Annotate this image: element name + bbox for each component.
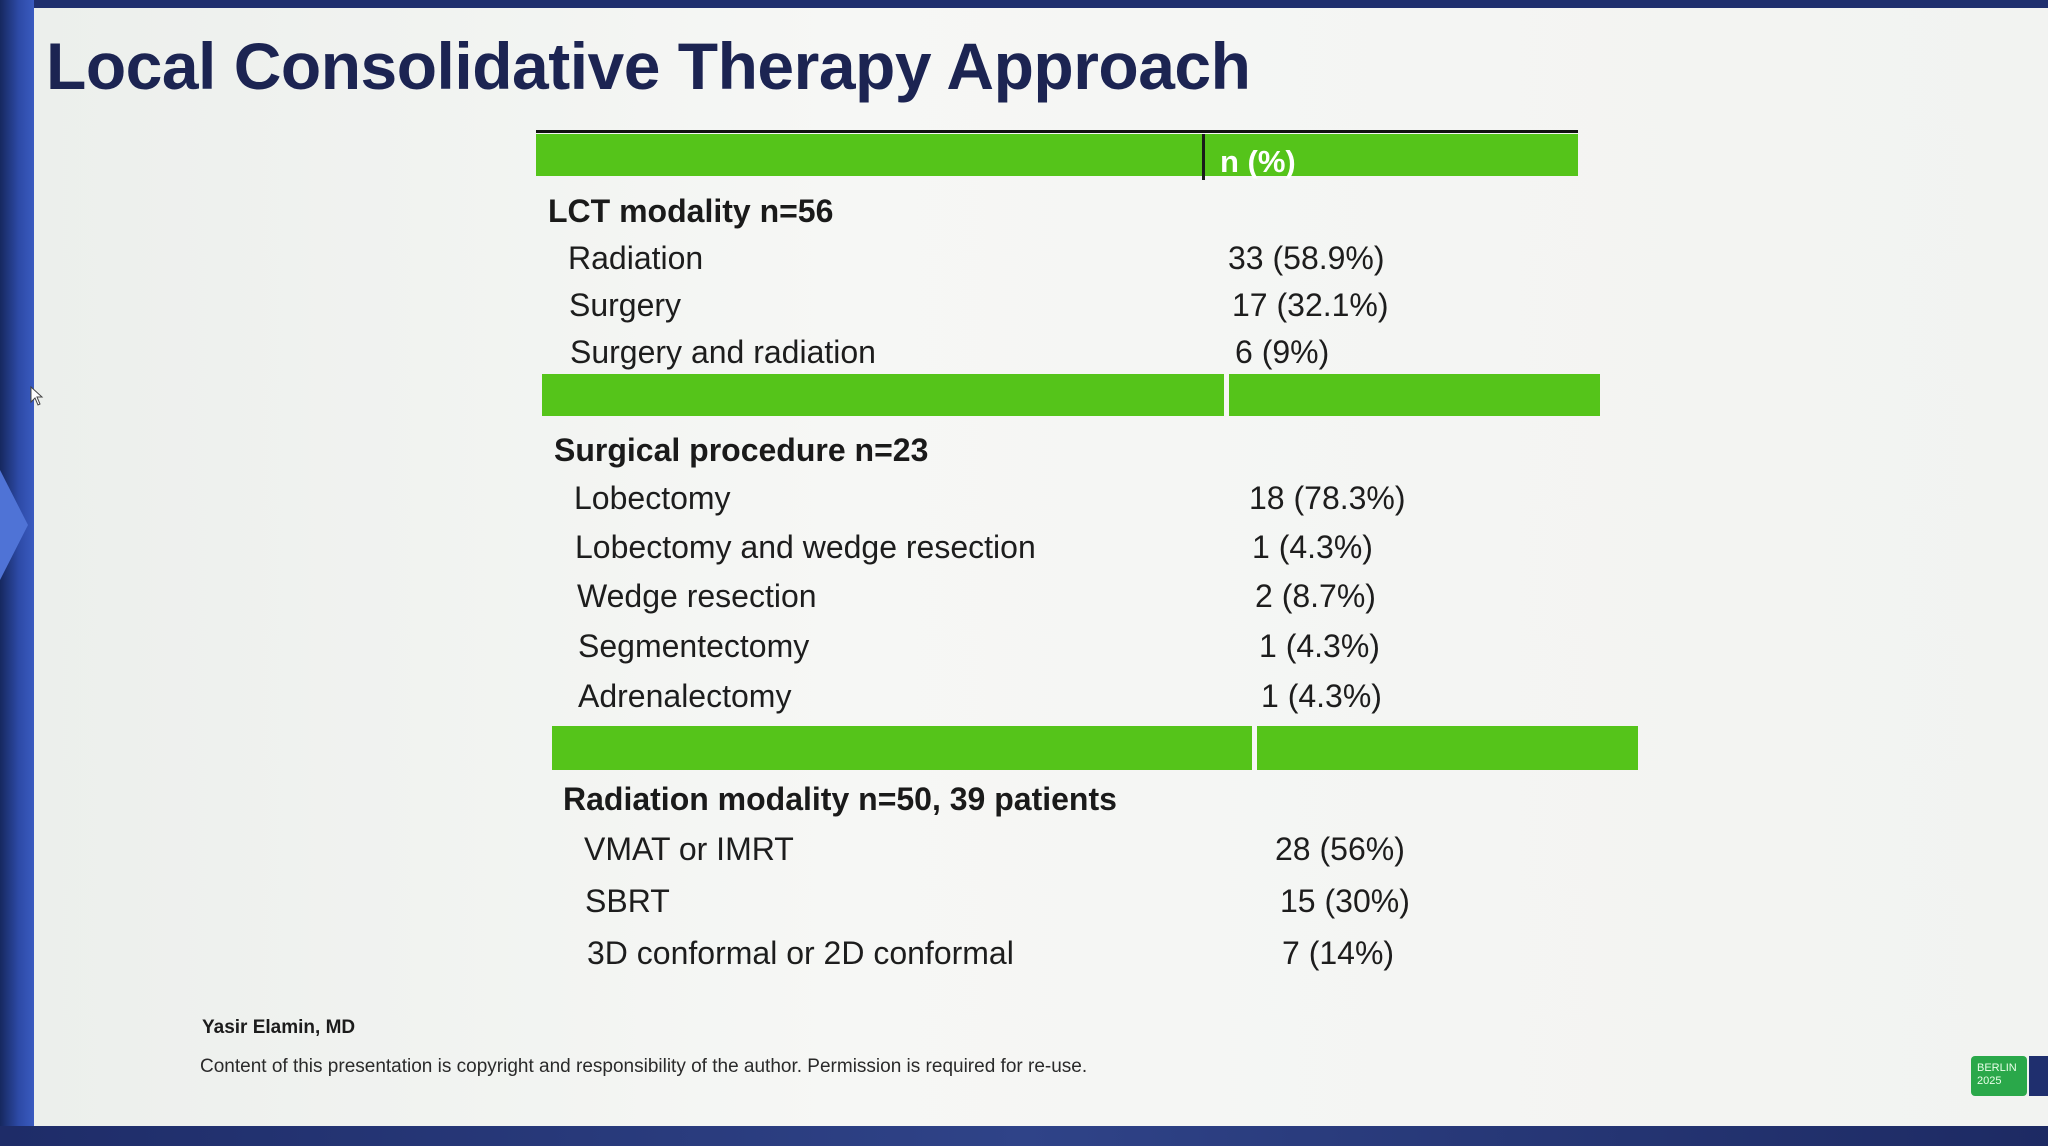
table-header-bar [536, 134, 1578, 176]
header-n-percent: n (%) [1220, 144, 1296, 179]
border-arrow-decoration [0, 470, 28, 580]
section-title-surgical-procedure: Surgical procedure n=23 [554, 432, 929, 468]
row-label: Adrenalectomy [578, 678, 792, 714]
slide-title: Local Consolidative Therapy Approach [46, 29, 1251, 103]
separator-column-gap [1252, 726, 1257, 770]
row-value: 1 (4.3%) [1261, 678, 1382, 714]
row-label: Lobectomy and wedge resection [575, 529, 1036, 565]
row-value: 17 (32.1%) [1232, 287, 1389, 323]
copyright-notice: Content of this presentation is copyrigh… [200, 1056, 1088, 1077]
row-value: 33 (58.9%) [1228, 240, 1385, 276]
row-value: 7 (14%) [1282, 935, 1395, 971]
row-label: Radiation [568, 240, 704, 276]
presentation-slide: Local Consolidative Therapy Approach n (… [30, 8, 2048, 1126]
section-separator-bar [542, 374, 1600, 416]
row-label: Wedge resection [577, 578, 817, 614]
row-label: VMAT or IMRT [584, 831, 794, 867]
section-title-lct-modality: LCT modality n=56 [548, 193, 834, 229]
row-label: Lobectomy [574, 480, 731, 516]
separator-column-gap [1224, 374, 1229, 416]
row-value: 1 (4.3%) [1259, 628, 1380, 664]
author-name: Yasir Elamin, MD [202, 1017, 356, 1038]
section-separator-bar [552, 726, 1638, 770]
screen-bottom-band [0, 1126, 2048, 1146]
mouse-pointer-icon [30, 386, 44, 406]
conference-logo: BERLIN 2025 [1971, 1056, 2048, 1096]
row-label: Segmentectomy [578, 628, 810, 664]
table-top-rule [536, 130, 1578, 133]
row-label: Surgery and radiation [570, 334, 876, 370]
logo-city: BERLIN [1977, 1062, 2017, 1074]
row-value: 1 (4.3%) [1252, 529, 1373, 565]
row-value: 6 (9%) [1235, 334, 1330, 370]
header-column-divider [1202, 134, 1205, 180]
row-value: 2 (8.7%) [1255, 578, 1376, 614]
row-value: 28 (56%) [1275, 831, 1405, 867]
row-label: SBRT [585, 883, 670, 919]
row-value: 15 (30%) [1280, 883, 1410, 919]
section-title-radiation-modality: Radiation modality n=50, 39 patients [563, 781, 1117, 817]
conference-logo-badge: BERLIN 2025 [1971, 1056, 2027, 1096]
row-label: Surgery [569, 287, 682, 323]
logo-mark-icon [2029, 1056, 2048, 1096]
row-label: 3D conformal or 2D conformal [587, 935, 1014, 971]
row-value: 18 (78.3%) [1249, 480, 1406, 516]
slide-left-border [0, 0, 34, 1146]
logo-year: 2025 [1977, 1075, 2002, 1087]
